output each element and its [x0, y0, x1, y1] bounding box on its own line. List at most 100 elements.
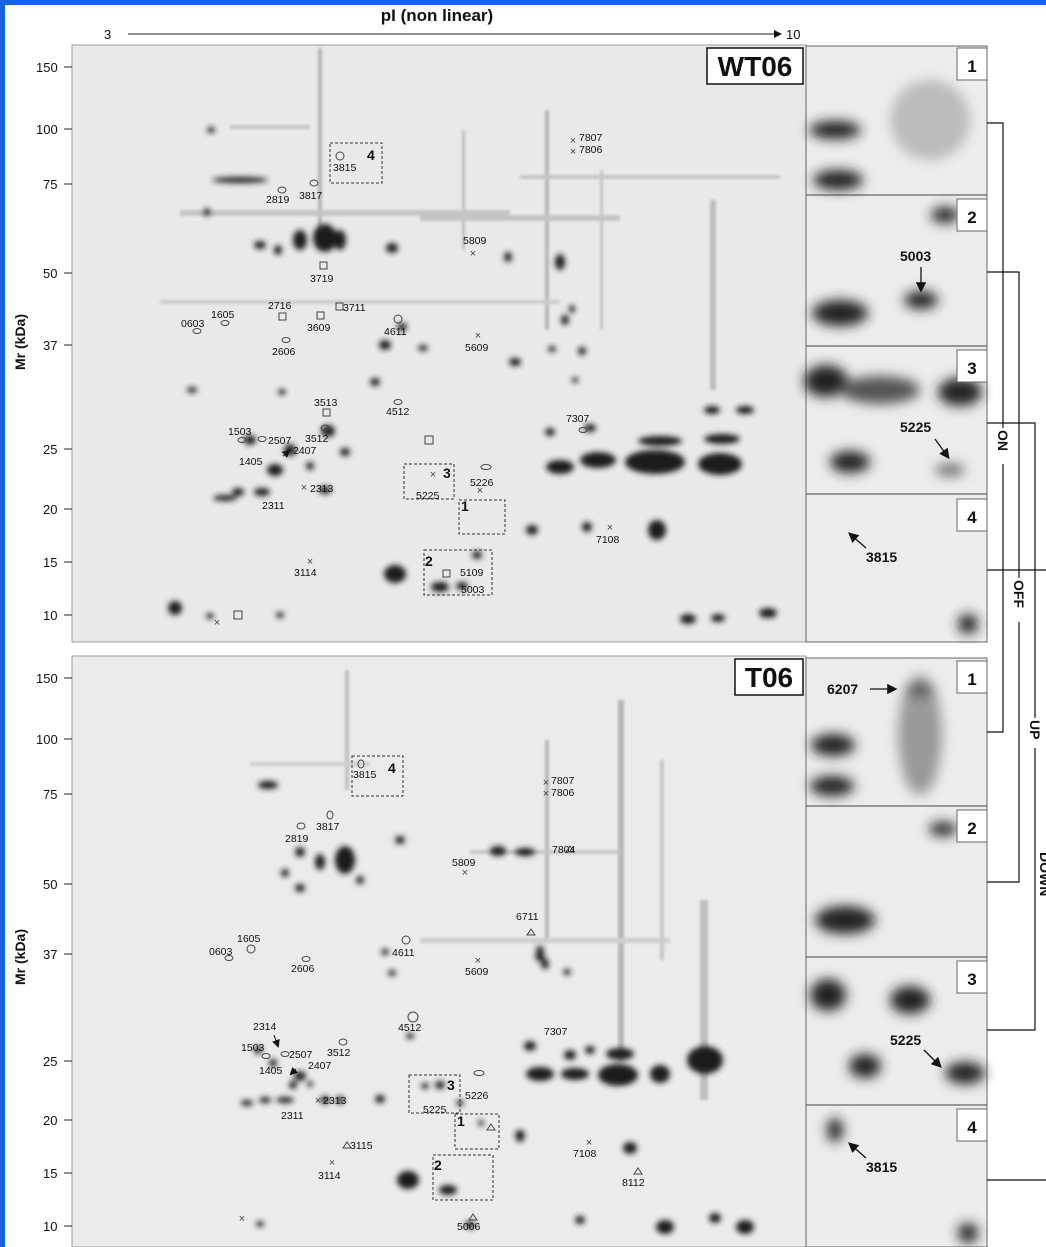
wt06-zoom-2-note: 5003: [900, 248, 931, 264]
svg-text:×: ×: [607, 522, 613, 534]
svg-text:×: ×: [462, 867, 468, 879]
spot-label: 3817: [316, 821, 340, 833]
wt06-zoom-1-number: 1: [967, 57, 976, 76]
svg-text:×: ×: [301, 482, 307, 494]
spot-label: 2407: [308, 1060, 332, 1072]
gel-t06-box-2-label: 2: [434, 1157, 442, 1173]
spot-label: 3711: [343, 302, 366, 314]
mr-tick: 10: [43, 1219, 57, 1234]
mr-tick: 37: [43, 338, 57, 353]
gel-wt06-box-2: [423, 549, 493, 596]
spot-label: 5809: [463, 235, 487, 247]
t06-zoom-4-note: 3815: [866, 1159, 897, 1175]
gel-t06-box-1: [454, 1113, 500, 1150]
gel-t06-title-box: [734, 658, 804, 696]
gel-wt06-spot-labels: 0603 1605 2716 3609 3711 2606 3719 2819 …: [181, 132, 620, 596]
svg-text:×: ×: [543, 777, 549, 789]
spot-label: 3815: [333, 162, 357, 174]
spot-label: 5226: [470, 477, 494, 489]
mr-tick: 37: [43, 947, 57, 962]
spot-label: 3817: [299, 190, 323, 202]
t06-zoom-4-number: 4: [967, 1118, 977, 1137]
spot-label: 3815: [353, 769, 377, 781]
gel-wt06-title: WT06: [718, 51, 793, 82]
spot-label: 3609: [307, 322, 331, 334]
gel-t06-box-2: [432, 1154, 494, 1201]
gel-t06: 4 3 1 2 T06 0603 1605 2606 2819 3817 381…: [71, 655, 807, 1247]
wt06-zoom-2-number: 2: [967, 208, 976, 227]
gel-t06-triangle-markers: [342, 845, 643, 1221]
mr-ticks-top: 150 100 75 50 37 25 20 15 10: [36, 60, 72, 623]
spot-label: 7307: [566, 413, 590, 425]
spot-label: 1503: [228, 426, 252, 438]
spot-label: 5006: [457, 1221, 481, 1233]
t06-zoom-1-note: 6207: [827, 681, 858, 697]
gel-wt06-box-2-label: 2: [425, 553, 433, 569]
svg-text:×: ×: [329, 1157, 335, 1169]
spot-label: 0603: [209, 946, 233, 958]
spot-label: 7807: [551, 775, 575, 787]
mr-tick: 20: [43, 1113, 57, 1128]
y-axis-label-bottom: Mr (kDa): [12, 929, 28, 985]
spot-label: 1605: [211, 309, 235, 321]
gel-t06-cross-markers: ××× ××× ××: [239, 777, 592, 1225]
t06-zoom-panels: 1 2 3 4 6207 5225 3815: [805, 657, 988, 1247]
spot-label: 6711: [516, 911, 539, 923]
spot-label: 8112: [622, 1177, 645, 1189]
wt06-zoom-3-number: 3: [967, 359, 976, 378]
svg-text:×: ×: [214, 617, 220, 629]
spot-label: 2407: [293, 445, 317, 457]
spot-label: 2606: [272, 346, 296, 358]
spot-label: 7108: [573, 1148, 597, 1160]
spot-label: 1405: [239, 456, 263, 468]
gel-t06-spot-labels: 0603 1605 2606 2819 3817 3815 4611 5809 …: [209, 769, 645, 1233]
wt06-zoom-panels: 1 2 3 4 5003 5225 3815: [804, 45, 988, 643]
spot-label: 4611: [392, 947, 415, 959]
wt06-zoom-3-note: 5225: [900, 419, 931, 435]
svg-text:×: ×: [570, 146, 576, 158]
spot-label: 5226: [465, 1090, 489, 1102]
svg-text:×: ×: [315, 1095, 321, 1107]
spot-label: 2314: [253, 1021, 277, 1033]
gel-t06-background: [71, 655, 807, 1247]
gel-t06-markers: [224, 759, 485, 1076]
spot-label: 2606: [291, 963, 315, 975]
gel-wt06-box-1-label: 1: [461, 498, 469, 514]
frame-top-border: [0, 0, 1046, 5]
mr-tick: 25: [43, 1054, 57, 1069]
spot-label: 5225: [423, 1104, 447, 1116]
gel-t06-box-4-label: 4: [388, 760, 396, 776]
gel-t06-box-3: [408, 1074, 461, 1114]
mr-tick: 150: [36, 60, 58, 75]
spot-label: 3512: [327, 1047, 351, 1059]
spot-label: 2311: [262, 500, 285, 512]
group-label-on: ON: [995, 430, 1011, 451]
spot-label: 2507: [268, 435, 292, 447]
mr-tick: 25: [43, 442, 57, 457]
t06-zoom-1-number: 1: [967, 670, 976, 689]
spot-label: 2819: [266, 194, 290, 206]
mr-ticks-bottom: 150 100 75 50 37 25 20 15 10: [36, 671, 72, 1234]
spot-label: 3719: [310, 273, 334, 285]
group-label-up: UP: [1027, 720, 1043, 739]
t06-zoom-2-number: 2: [967, 819, 976, 838]
svg-text:×: ×: [570, 135, 576, 147]
spot-label: 2716: [268, 300, 292, 312]
pi-axis-label: pI (non linear): [381, 6, 493, 25]
gel-wt06-box-1: [458, 499, 506, 535]
spot-label: 7804: [552, 844, 576, 856]
spot-label: 3114: [294, 567, 317, 579]
spot-label: 2311: [281, 1110, 304, 1122]
gel-wt06-box-4: [329, 142, 383, 184]
t06-zoom-3-number: 3: [967, 970, 976, 989]
gel-wt06-box-3: [403, 463, 455, 500]
gel-wt06-title-box: [706, 47, 804, 85]
gel-wt06-box-4-label: 4: [367, 147, 375, 163]
mr-tick: 100: [36, 122, 58, 137]
mr-tick: 20: [43, 502, 57, 517]
pi-axis-start: 3: [104, 27, 111, 42]
gel-wt06-spots: [168, 127, 777, 624]
spot-label: 7806: [551, 787, 575, 799]
spot-label: 5809: [452, 857, 476, 869]
